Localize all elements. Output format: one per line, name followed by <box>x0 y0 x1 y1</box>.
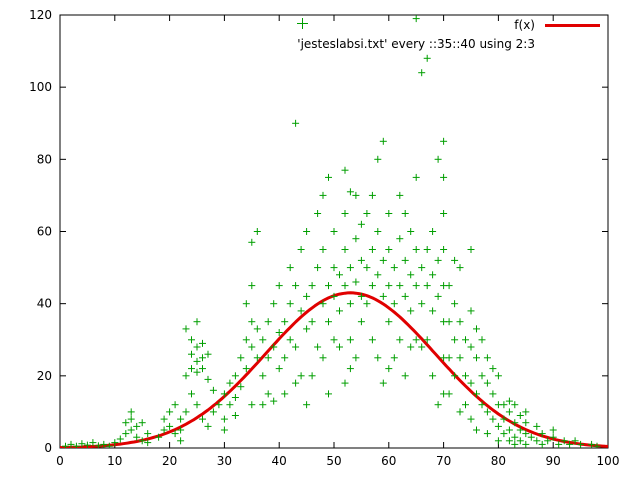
x-tick-label: 70 <box>436 454 451 468</box>
x-tick-label: 100 <box>597 454 620 468</box>
x-axis: 0 10 20 30 40 50 60 70 80 90 100 <box>56 15 619 468</box>
y-tick-label: 120 <box>29 8 52 22</box>
y-tick-label: 0 <box>44 441 52 455</box>
legend: f(x) 'jesteslabsi.txt' every ::35::40 us… <box>297 18 600 51</box>
legend-label-data: 'jesteslabsi.txt' every ::35::40 using 2… <box>297 37 535 51</box>
x-tick-label: 10 <box>107 454 122 468</box>
plus-marker-icon <box>297 18 309 29</box>
y-tick-label: 60 <box>37 225 52 239</box>
x-tick-label: 50 <box>326 454 341 468</box>
legend-label-fx: f(x) <box>514 18 535 32</box>
x-tick-label: 30 <box>217 454 232 468</box>
x-tick-label: 90 <box>546 454 561 468</box>
scatter-points <box>62 15 601 448</box>
legend-item-data: 'jesteslabsi.txt' every ::35::40 using 2… <box>297 18 600 51</box>
x-tick-label: 60 <box>381 454 396 468</box>
legend-point-sample <box>297 18 600 51</box>
x-tick-label: 40 <box>272 454 287 468</box>
y-tick-label: 40 <box>37 297 52 311</box>
y-tick-label: 80 <box>37 152 52 166</box>
red-line-icon <box>545 23 600 27</box>
x-tick-label: 80 <box>491 454 506 468</box>
x-tick-label: 20 <box>162 454 177 468</box>
legend-line-sample <box>545 18 600 32</box>
legend-item-fx: f(x) <box>514 18 600 32</box>
y-tick-label: 20 <box>37 369 52 383</box>
x-tick-label: 0 <box>56 454 64 468</box>
y-axis: 0 20 40 60 80 100 120 <box>29 8 608 455</box>
y-tick-label: 100 <box>29 80 52 94</box>
